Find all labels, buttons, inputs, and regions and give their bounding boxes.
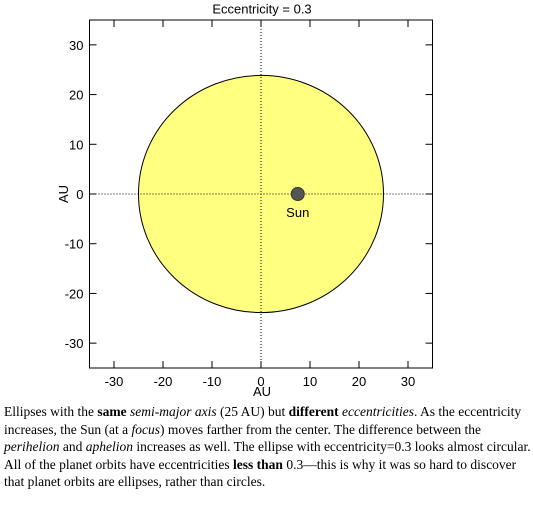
caption-italic: focus: [131, 421, 160, 437]
sun: [290, 187, 305, 201]
y-tick-label: -30: [65, 336, 84, 351]
caption-text: Ellipses with the: [4, 404, 98, 419]
chart: Eccentricity = 0.3 AU AU -30 -20 -10 0 10 20 3…: [56, 1, 433, 399]
x-tick-label: 0: [257, 374, 264, 389]
x-tick-label: -30: [105, 374, 124, 389]
caption-text: and: [59, 439, 86, 455]
caption-italic: semi-major axis: [130, 404, 217, 419]
sun-label: Sun: [286, 205, 309, 220]
y-tick-label: -10: [65, 237, 84, 252]
x-tick-label: 30: [401, 374, 415, 389]
caption-bold: same: [97, 404, 127, 419]
caption-text: . As the eccentricity increases, the Sun…: [4, 404, 522, 437]
caption-bold: less than: [233, 456, 283, 472]
y-tick-label: 0: [76, 187, 83, 202]
caption-italic: eccentricities: [342, 404, 414, 419]
caption-bold: different: [288, 404, 339, 419]
x-tick-label: 20: [352, 374, 366, 389]
x-axis-label: AU: [253, 384, 271, 399]
y-axis-label: AU: [56, 185, 71, 203]
y-tick-label: 10: [69, 137, 83, 152]
x-tick-label: -10: [203, 374, 222, 389]
chart-title: Eccentricity = 0.3: [212, 1, 311, 16]
y-tick-label: 20: [69, 88, 83, 103]
caption-italic: perihelion: [4, 439, 60, 455]
caption-text: 0.3—this is why it was so hard to discov…: [4, 456, 517, 490]
y-tick-label: -20: [65, 286, 84, 301]
caption-text: ) moves farther from the center. The dif…: [159, 421, 482, 437]
x-tick-label: 10: [303, 374, 317, 389]
caption-text: (25 AU) but: [216, 404, 289, 419]
y-tick-label: 30: [69, 38, 83, 53]
caption-italic: aphelion: [85, 439, 133, 455]
caption: Ellipses with the same semi-major axis (…: [4, 403, 531, 491]
caption-text: increases as well. The ellipse with ecce…: [4, 439, 531, 472]
x-tick-label: -20: [154, 374, 173, 389]
